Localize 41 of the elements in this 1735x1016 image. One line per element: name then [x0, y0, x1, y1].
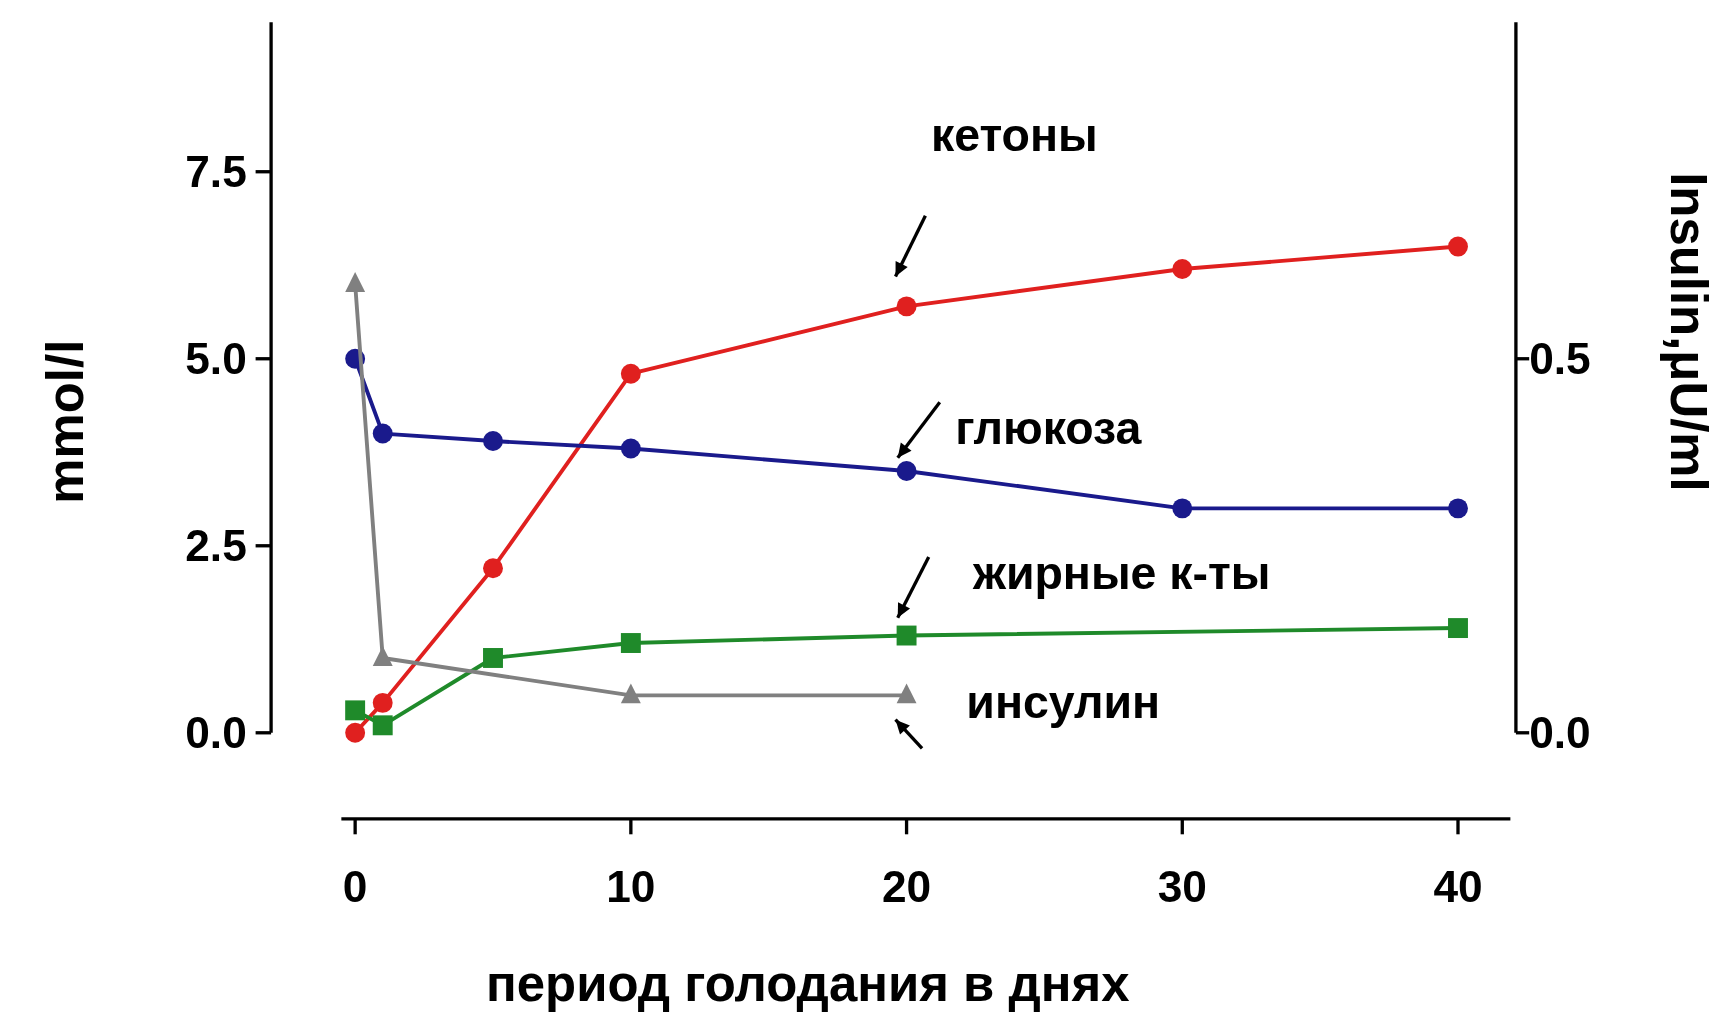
point	[1448, 498, 1468, 519]
point	[896, 296, 917, 317]
point	[896, 625, 917, 646]
point	[345, 700, 366, 721]
y-tick-label: 7.5	[185, 147, 247, 197]
y-tick-label: 5.0	[185, 334, 247, 384]
point	[372, 692, 393, 713]
point	[345, 272, 366, 292]
x-tick-label: 0	[342, 861, 368, 911]
point	[483, 648, 503, 668]
x-tick-label: 10	[606, 861, 656, 911]
point	[1172, 498, 1193, 519]
y-tick-label: 2.5	[185, 521, 247, 571]
series-label: глюкоза	[955, 402, 1143, 455]
point	[620, 438, 641, 459]
point	[483, 431, 503, 451]
point	[372, 423, 393, 444]
point	[372, 646, 393, 666]
series-label: жирные к-ты	[971, 547, 1271, 600]
point	[620, 633, 641, 653]
text: кетоны	[930, 109, 1098, 162]
point	[896, 461, 917, 481]
point	[620, 363, 641, 384]
point	[483, 558, 503, 579]
x-tick-label: 30	[1157, 861, 1207, 911]
y2-axis-title: Insulin,μU/ml	[1659, 172, 1717, 492]
point	[372, 715, 393, 736]
y2-tick-label: 0.0	[1529, 708, 1591, 758]
y-tick-label: 0.0	[185, 708, 247, 758]
x-tick-label: 20	[881, 861, 932, 911]
point	[345, 722, 366, 743]
point	[1172, 259, 1193, 279]
point	[620, 683, 641, 704]
point	[1448, 618, 1468, 639]
x-axis-title: период голодания в днях	[486, 955, 1130, 1013]
point	[896, 683, 917, 704]
y-axis-title: mmol/l	[36, 339, 94, 504]
point	[1448, 236, 1468, 257]
x-tick-label: 40	[1433, 861, 1483, 911]
series-label: инсулин	[966, 675, 1161, 728]
y2-tick-label: 0.5	[1529, 334, 1591, 384]
